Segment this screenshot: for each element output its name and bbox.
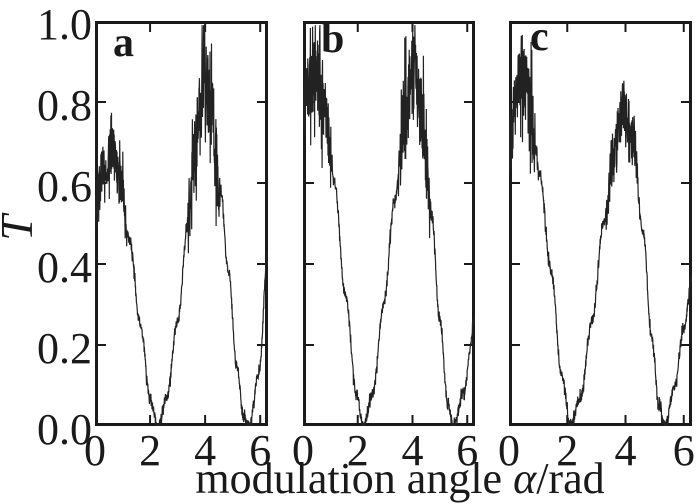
y-tick-label: 0.4 xyxy=(37,243,92,292)
x-axis-label-text: modulation angle xyxy=(195,454,514,503)
y-tick-label: 0.8 xyxy=(37,81,92,130)
x-tick-label: 4 xyxy=(401,426,424,475)
x-axis-label-unit: /rad xyxy=(536,454,605,503)
x-tick-label: 2 xyxy=(556,426,579,475)
panel-a xyxy=(95,21,268,426)
panel-label-a: a xyxy=(113,20,134,66)
panel-c-plot xyxy=(509,21,692,426)
panel-label-b: b xyxy=(321,16,345,62)
x-tick-label: 0 xyxy=(84,426,106,475)
x-axis-label: modulation angle α/rad xyxy=(100,455,700,503)
x-tick-label: 0 xyxy=(498,426,520,475)
x-tick-label: 4 xyxy=(614,426,637,475)
x-tick-label: 6 xyxy=(456,426,479,475)
panel-c xyxy=(509,21,692,426)
panel-label-c: c xyxy=(530,14,549,60)
axes-frame xyxy=(303,21,475,426)
transmission-curve xyxy=(509,34,692,426)
x-tick-label: 6 xyxy=(249,426,272,475)
y-tick-label: 0.6 xyxy=(37,162,92,211)
x-tick-label: 6 xyxy=(672,426,695,475)
transmission-curve xyxy=(303,25,475,426)
panel-b xyxy=(303,21,475,426)
y-tick-label: 0.0 xyxy=(37,405,92,454)
panel-b-plot xyxy=(303,21,475,426)
axes-frame xyxy=(95,21,268,426)
axes-frame xyxy=(509,21,692,426)
x-tick-label: 2 xyxy=(139,426,162,475)
panel-a-plot xyxy=(95,21,268,426)
y-tick-label: 0.2 xyxy=(37,324,92,373)
x-tick-label: 0 xyxy=(292,426,314,475)
x-tick-label: 2 xyxy=(346,426,369,475)
y-tick-label: 1.0 xyxy=(37,0,92,49)
x-tick-label: 4 xyxy=(194,426,217,475)
transmission-curve xyxy=(95,25,268,426)
alpha-symbol: α xyxy=(513,454,537,503)
